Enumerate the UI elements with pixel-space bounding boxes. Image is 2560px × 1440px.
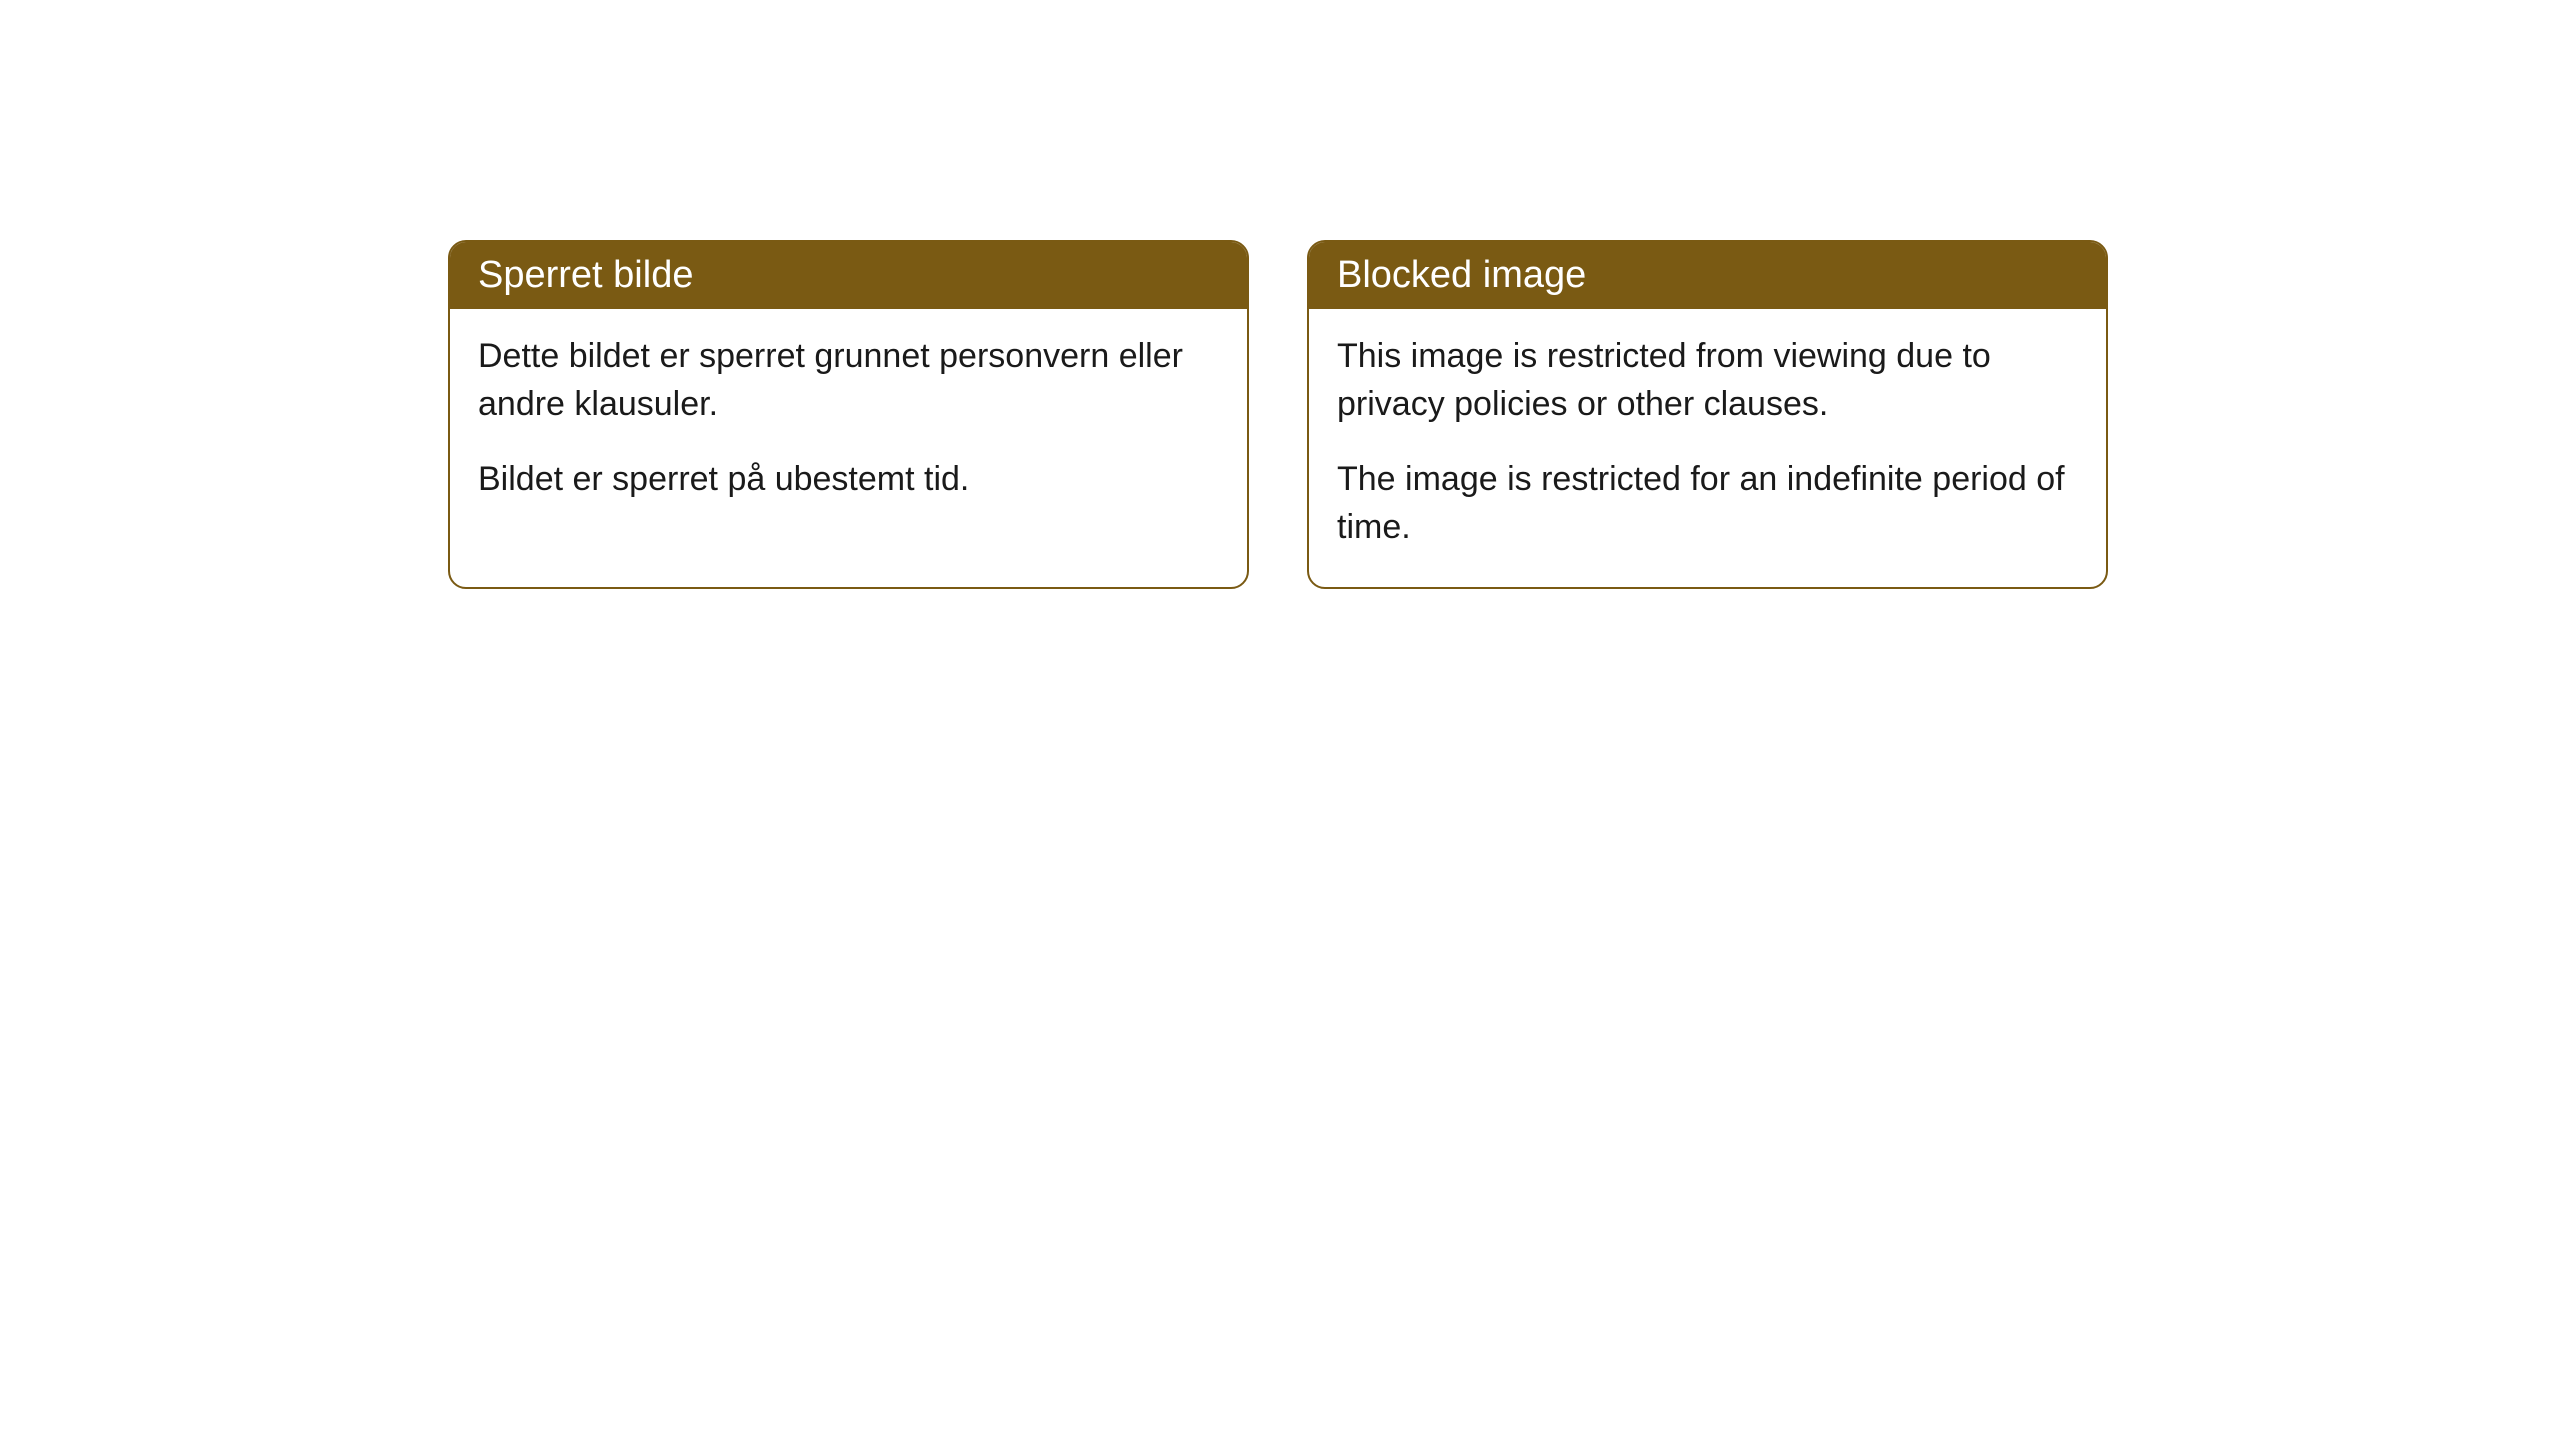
card-header-english: Blocked image: [1309, 242, 2106, 309]
card-paragraph-2-english: The image is restricted for an indefinit…: [1337, 456, 2078, 551]
card-title-norwegian: Sperret bilde: [478, 254, 693, 296]
card-english: Blocked image This image is restricted f…: [1307, 240, 2108, 589]
card-title-english: Blocked image: [1337, 254, 1586, 296]
cards-container: Sperret bilde Dette bildet er sperret gr…: [448, 240, 2108, 589]
card-paragraph-2-norwegian: Bildet er sperret på ubestemt tid.: [478, 456, 1219, 504]
card-body-english: This image is restricted from viewing du…: [1309, 309, 2106, 587]
card-header-norwegian: Sperret bilde: [450, 242, 1247, 309]
card-body-norwegian: Dette bildet er sperret grunnet personve…: [450, 309, 1247, 540]
card-paragraph-1-english: This image is restricted from viewing du…: [1337, 333, 2078, 428]
card-paragraph-1-norwegian: Dette bildet er sperret grunnet personve…: [478, 333, 1219, 428]
card-norwegian: Sperret bilde Dette bildet er sperret gr…: [448, 240, 1249, 589]
